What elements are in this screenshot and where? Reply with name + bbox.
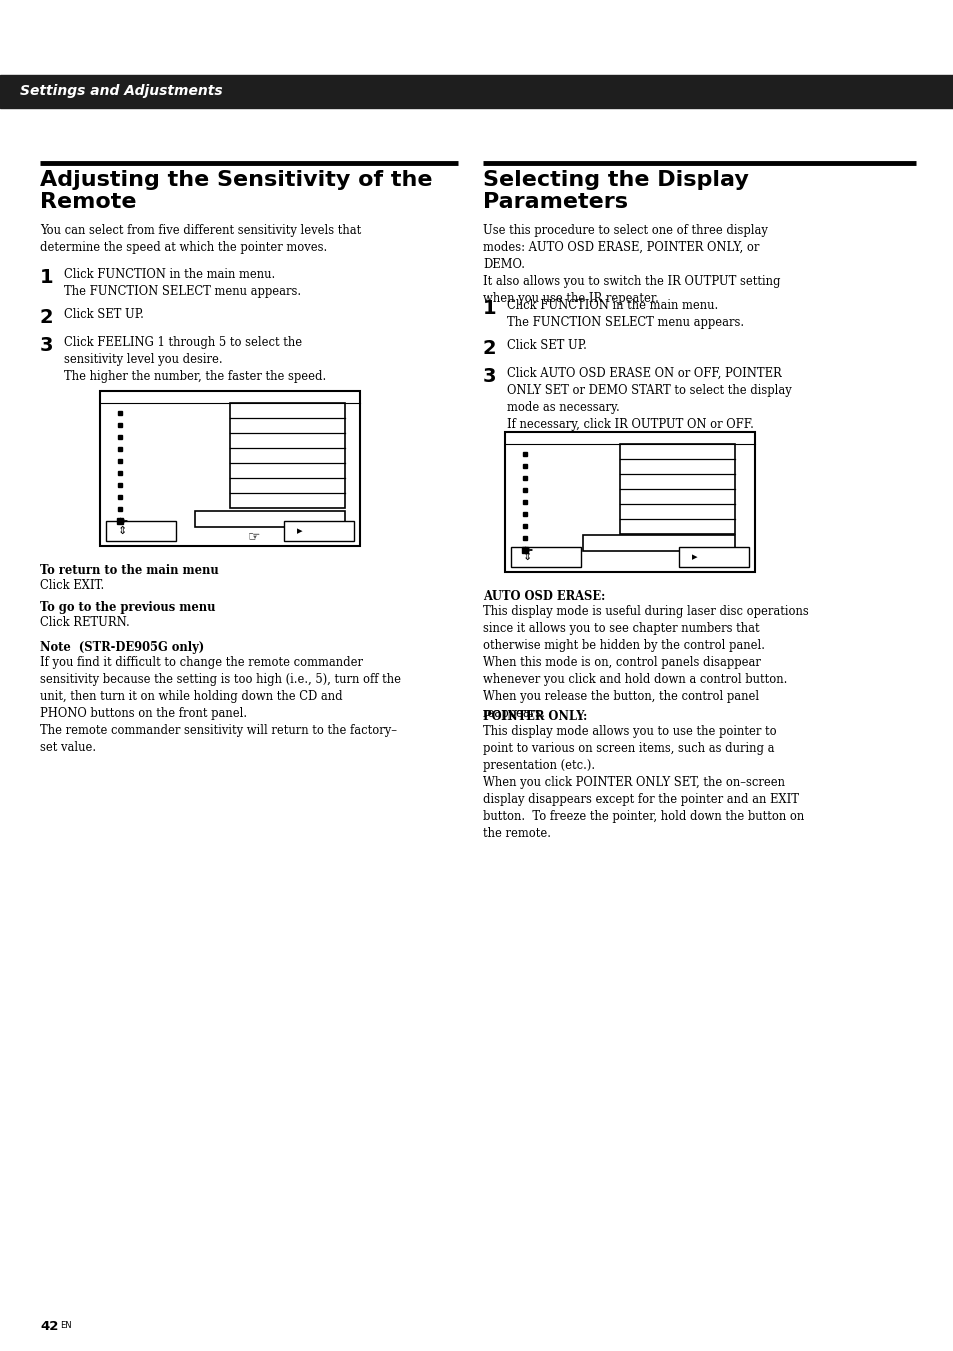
Bar [511, 547, 580, 567]
Text: Use this procedure to select one of three display
modes: AUTO OSD ERASE, POINTER: Use this procedure to select one of thre… [482, 224, 780, 305]
Text: Click FUNCTION in the main menu.
The FUNCTION SELECT menu appears.: Click FUNCTION in the main menu. The FUN… [64, 267, 301, 299]
Bar [582, 535, 734, 551]
Text: POINTER ONLY:: POINTER ONLY: [482, 711, 587, 723]
Text: Parameters: Parameters [482, 192, 627, 212]
Bar [679, 547, 748, 567]
Text: ☞: ☞ [248, 530, 260, 543]
Text: Settings and Adjustments: Settings and Adjustments [20, 84, 222, 99]
Bar [230, 403, 345, 508]
Text: This display mode is useful during laser disc operations
since it allows you to : This display mode is useful during laser… [482, 605, 808, 720]
Text: 2: 2 [482, 339, 497, 358]
Text: Note  (STR-DE905G only): Note (STR-DE905G only) [40, 640, 204, 654]
Text: EN: EN [60, 1321, 71, 1329]
Text: To go to the previous menu: To go to the previous menu [40, 601, 215, 613]
Text: Selecting the Display: Selecting the Display [482, 170, 748, 190]
Text: AUTO OSD ERASE:: AUTO OSD ERASE: [482, 590, 605, 603]
Bar [106, 521, 175, 540]
Text: Click RETURN.: Click RETURN. [40, 616, 130, 630]
Text: Click AUTO OSD ERASE ON or OFF, POINTER
ONLY SET or DEMO START to select the dis: Click AUTO OSD ERASE ON or OFF, POINTER … [506, 367, 791, 431]
Text: 1: 1 [40, 267, 53, 286]
Text: Click FEELING 1 through 5 to select the
sensitivity level you desire.
The higher: Click FEELING 1 through 5 to select the … [64, 336, 326, 382]
Bar [284, 521, 354, 540]
Text: 1: 1 [482, 299, 497, 317]
Bar [194, 511, 345, 527]
Text: You can select from five different sensitivity levels that
determine the speed a: You can select from five different sensi… [40, 224, 361, 254]
Bar [504, 432, 754, 571]
Text: To return to the main menu: To return to the main menu [40, 563, 218, 577]
Text: Click EXIT.: Click EXIT. [40, 580, 104, 592]
Bar [619, 444, 734, 534]
Text: Remote: Remote [40, 192, 136, 212]
Text: ▸: ▸ [296, 526, 302, 536]
Text: 3: 3 [40, 336, 53, 355]
Text: Click SET UP.: Click SET UP. [64, 308, 144, 322]
Text: Click SET UP.: Click SET UP. [506, 339, 586, 353]
Text: This display mode allows you to use the pointer to
point to various on screen it: This display mode allows you to use the … [482, 725, 803, 840]
Text: ⇕: ⇕ [118, 526, 128, 536]
Text: 42: 42 [40, 1320, 58, 1333]
Text: Adjusting the Sensitivity of the: Adjusting the Sensitivity of the [40, 170, 432, 190]
Text: 2: 2 [40, 308, 53, 327]
Text: Click FUNCTION in the main menu.
The FUNCTION SELECT menu appears.: Click FUNCTION in the main menu. The FUN… [506, 299, 743, 330]
Text: If you find it difficult to change the remote commander
sensitivity because the : If you find it difficult to change the r… [40, 657, 400, 754]
Bar [0, 76, 953, 108]
Text: ⇕: ⇕ [522, 553, 532, 562]
Text: ▸: ▸ [691, 553, 697, 562]
Text: 3: 3 [482, 367, 496, 386]
Bar [100, 390, 359, 546]
